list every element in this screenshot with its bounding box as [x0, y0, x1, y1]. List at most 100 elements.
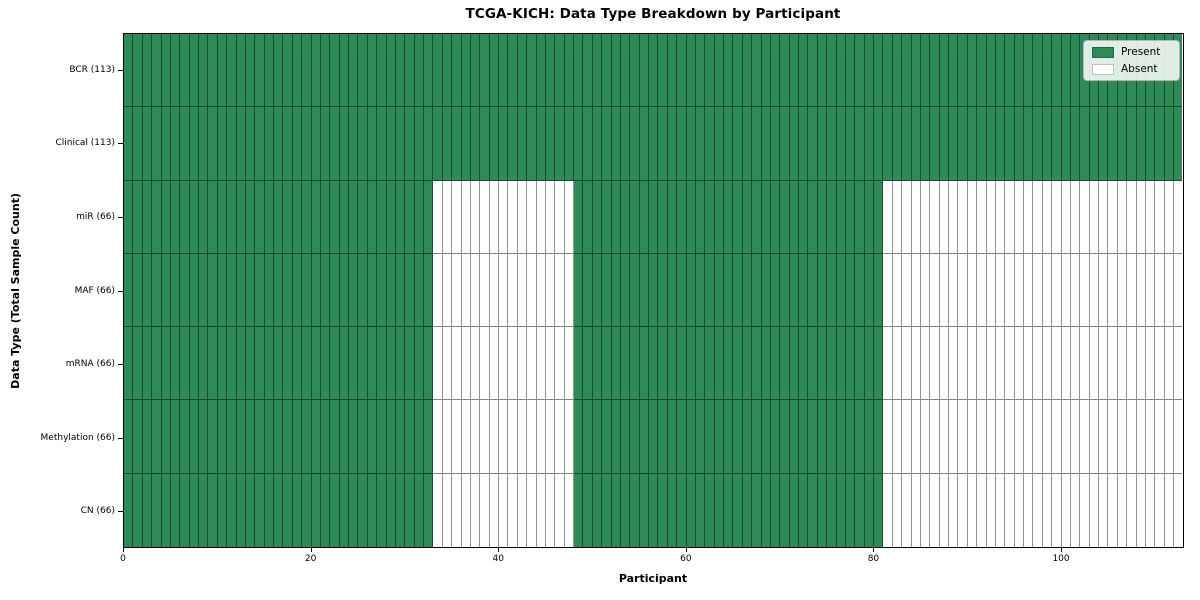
- heatmap-cell: [770, 327, 781, 401]
- chart-title: TCGA-KICH: Data Type Breakdown by Partic…: [465, 6, 841, 22]
- heatmap-row: [124, 253, 1183, 328]
- heatmap-cell: [799, 34, 809, 108]
- heatmap-cell: [405, 34, 415, 108]
- heatmap-cell: [208, 253, 218, 328]
- y-tick-label: MAF (66): [74, 285, 115, 296]
- heatmap-cell: [508, 253, 518, 328]
- heatmap-cell: [170, 107, 181, 181]
- heatmap-cell: [958, 34, 968, 108]
- y-tick-mark: [118, 216, 123, 218]
- heatmap-cell: [855, 107, 865, 181]
- heatmap-cell: [470, 327, 481, 401]
- heatmap-cell: [977, 34, 987, 108]
- heatmap-cell: [836, 107, 846, 181]
- heatmap-cell: [517, 473, 528, 547]
- heatmap-cell: [836, 327, 846, 401]
- heatmap-cell: [977, 400, 987, 474]
- heatmap-cell: [414, 180, 424, 254]
- y-tick-mark: [118, 511, 123, 513]
- heatmap-cell: [864, 253, 874, 328]
- heatmap-cell: [780, 107, 790, 181]
- heatmap-cell: [1024, 473, 1034, 547]
- heatmap-cell: [349, 34, 359, 108]
- x-axis-label: Participant: [618, 572, 688, 585]
- heatmap-cell: [320, 473, 331, 547]
- heatmap-cell: [489, 34, 499, 108]
- heatmap-cell: [1005, 34, 1015, 108]
- heatmap-cell: [1127, 253, 1137, 328]
- heatmap-cell: [292, 400, 303, 474]
- heatmap-cell: [958, 253, 968, 328]
- heatmap-cell: [1127, 327, 1137, 401]
- heatmap-cell: [874, 400, 884, 474]
- heatmap-cell: [377, 180, 387, 254]
- heatmap-cell: [236, 34, 246, 108]
- heatmap-cell: [1014, 180, 1024, 254]
- heatmap-cell: [864, 473, 874, 547]
- heatmap-cell: [470, 253, 481, 328]
- heatmap-cell: [236, 180, 246, 254]
- heatmap-cell: [1080, 180, 1090, 254]
- heatmap-cell: [358, 107, 368, 181]
- heatmap-cell: [611, 34, 621, 108]
- heatmap-cell: [1099, 400, 1109, 474]
- heatmap-cell: [930, 473, 940, 547]
- heatmap-cell: [395, 253, 406, 328]
- heatmap-cell: [1052, 253, 1062, 328]
- heatmap-cell: [1070, 473, 1081, 547]
- heatmap-cell: [1052, 473, 1062, 547]
- heatmap-cell: [836, 180, 846, 254]
- heatmap-cell: [489, 107, 499, 181]
- heatmap-cell: [1070, 327, 1081, 401]
- heatmap-cell: [283, 107, 293, 181]
- heatmap-cell: [283, 327, 293, 401]
- heatmap-cell: [658, 107, 668, 181]
- heatmap-cell: [536, 253, 546, 328]
- heatmap-cell: [527, 107, 537, 181]
- heatmap-cell: [199, 327, 209, 401]
- heatmap-cell: [855, 253, 865, 328]
- heatmap-cell: [1052, 327, 1062, 401]
- heatmap-cell: [714, 180, 724, 254]
- heatmap-cell: [752, 400, 762, 474]
- heatmap-cell: [1145, 107, 1156, 181]
- heatmap-cell: [986, 400, 996, 474]
- heatmap-cell: [620, 473, 631, 547]
- heatmap-cell: [752, 180, 762, 254]
- heatmap-cell: [161, 180, 171, 254]
- heatmap-cell: [902, 473, 912, 547]
- y-tick-mark: [118, 143, 123, 145]
- heatmap-cell: [1155, 107, 1165, 181]
- heatmap-cell: [592, 180, 603, 254]
- heatmap-cell: [733, 180, 743, 254]
- y-tick-mark: [118, 364, 123, 366]
- heatmap-cell: [583, 34, 593, 108]
- heatmap-cell: [189, 253, 199, 328]
- heatmap-cell: [161, 400, 171, 474]
- heatmap-cell: [255, 400, 265, 474]
- heatmap-cell: [161, 34, 171, 108]
- heatmap-cell: [124, 400, 134, 474]
- heatmap-cell: [836, 473, 846, 547]
- heatmap-cell: [161, 473, 171, 547]
- heatmap-cell: [395, 180, 406, 254]
- heatmap-cell: [499, 400, 509, 474]
- heatmap-cell: [611, 180, 621, 254]
- heatmap-cell: [236, 327, 246, 401]
- heatmap-cell: [1164, 253, 1174, 328]
- heatmap-cell: [845, 473, 856, 547]
- heatmap-cell: [920, 473, 931, 547]
- heatmap-cell: [480, 253, 490, 328]
- heatmap-cell: [1127, 107, 1137, 181]
- heatmap-cell: [1164, 107, 1174, 181]
- heatmap-cell: [714, 34, 724, 108]
- heatmap-cell: [724, 400, 734, 474]
- heatmap-cell: [1145, 327, 1156, 401]
- heatmap-cell: [508, 34, 518, 108]
- heatmap-cell: [705, 473, 715, 547]
- heatmap-cell: [152, 473, 162, 547]
- heatmap-cell: [724, 327, 734, 401]
- x-tick-mark: [498, 548, 500, 552]
- heatmap-cell: [817, 327, 828, 401]
